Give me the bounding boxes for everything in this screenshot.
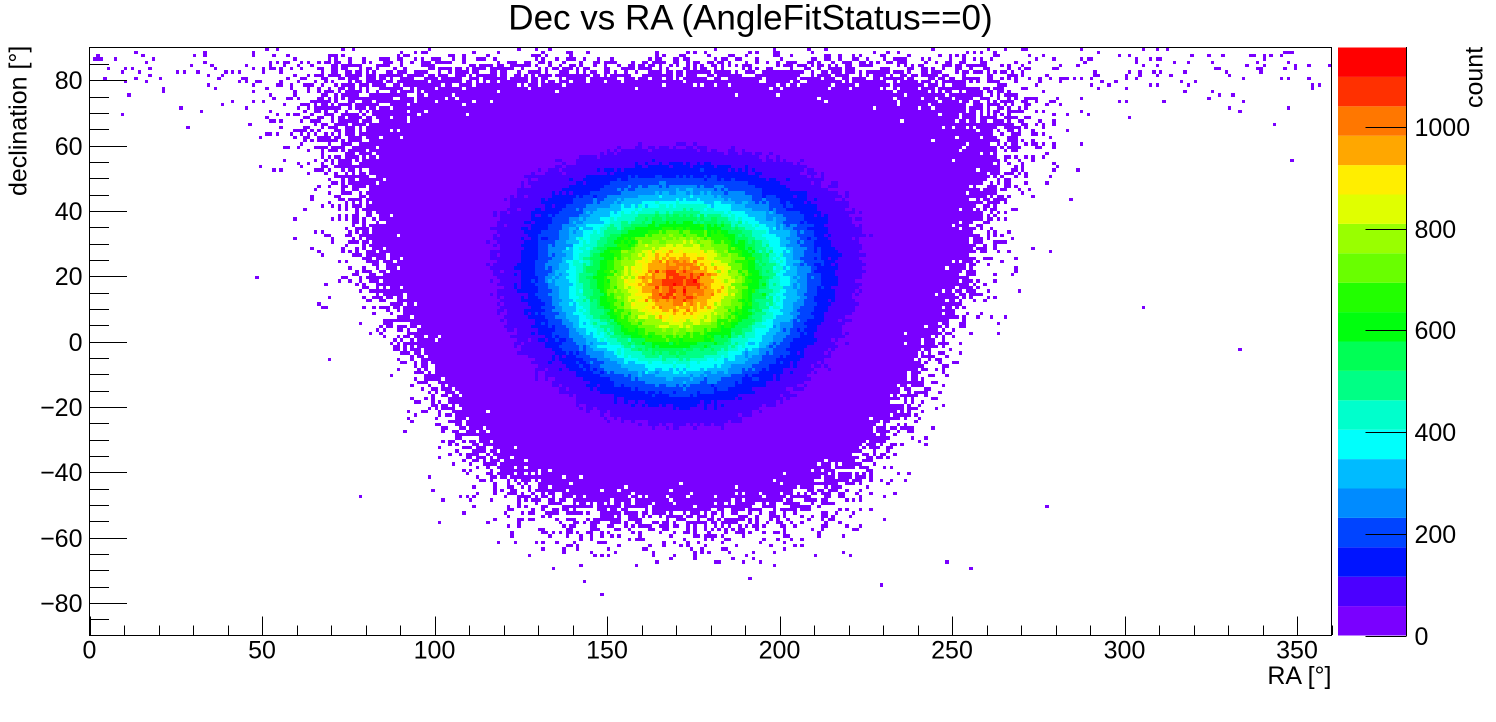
svg-text:0: 0	[1415, 623, 1429, 651]
svg-text:250: 250	[931, 637, 973, 665]
svg-text:−60: −60	[40, 525, 82, 553]
svg-text:40: 40	[55, 198, 83, 226]
svg-text:declination [°]: declination [°]	[5, 46, 33, 196]
svg-text:300: 300	[1104, 637, 1146, 665]
svg-text:0: 0	[83, 637, 97, 665]
svg-text:200: 200	[759, 637, 801, 665]
svg-text:−20: −20	[40, 394, 82, 422]
svg-text:1000: 1000	[1415, 114, 1471, 142]
svg-text:60: 60	[55, 133, 83, 161]
svg-text:80: 80	[55, 67, 83, 95]
svg-text:800: 800	[1415, 216, 1457, 244]
svg-text:RA [°]: RA [°]	[1267, 662, 1331, 690]
svg-text:100: 100	[414, 637, 456, 665]
svg-text:150: 150	[586, 637, 628, 665]
svg-text:400: 400	[1415, 419, 1457, 447]
svg-text:50: 50	[248, 637, 276, 665]
svg-text:200: 200	[1415, 521, 1457, 549]
svg-text:20: 20	[55, 263, 83, 291]
svg-text:350: 350	[1276, 637, 1318, 665]
svg-text:0: 0	[69, 329, 83, 357]
svg-text:600: 600	[1415, 317, 1457, 345]
svg-text:−80: −80	[40, 590, 82, 618]
svg-text:−40: −40	[40, 459, 82, 487]
svg-text:count: count	[1461, 47, 1489, 108]
svg-text:Dec vs RA (AngleFitStatus==0): Dec vs RA (AngleFitStatus==0)	[508, 0, 992, 38]
